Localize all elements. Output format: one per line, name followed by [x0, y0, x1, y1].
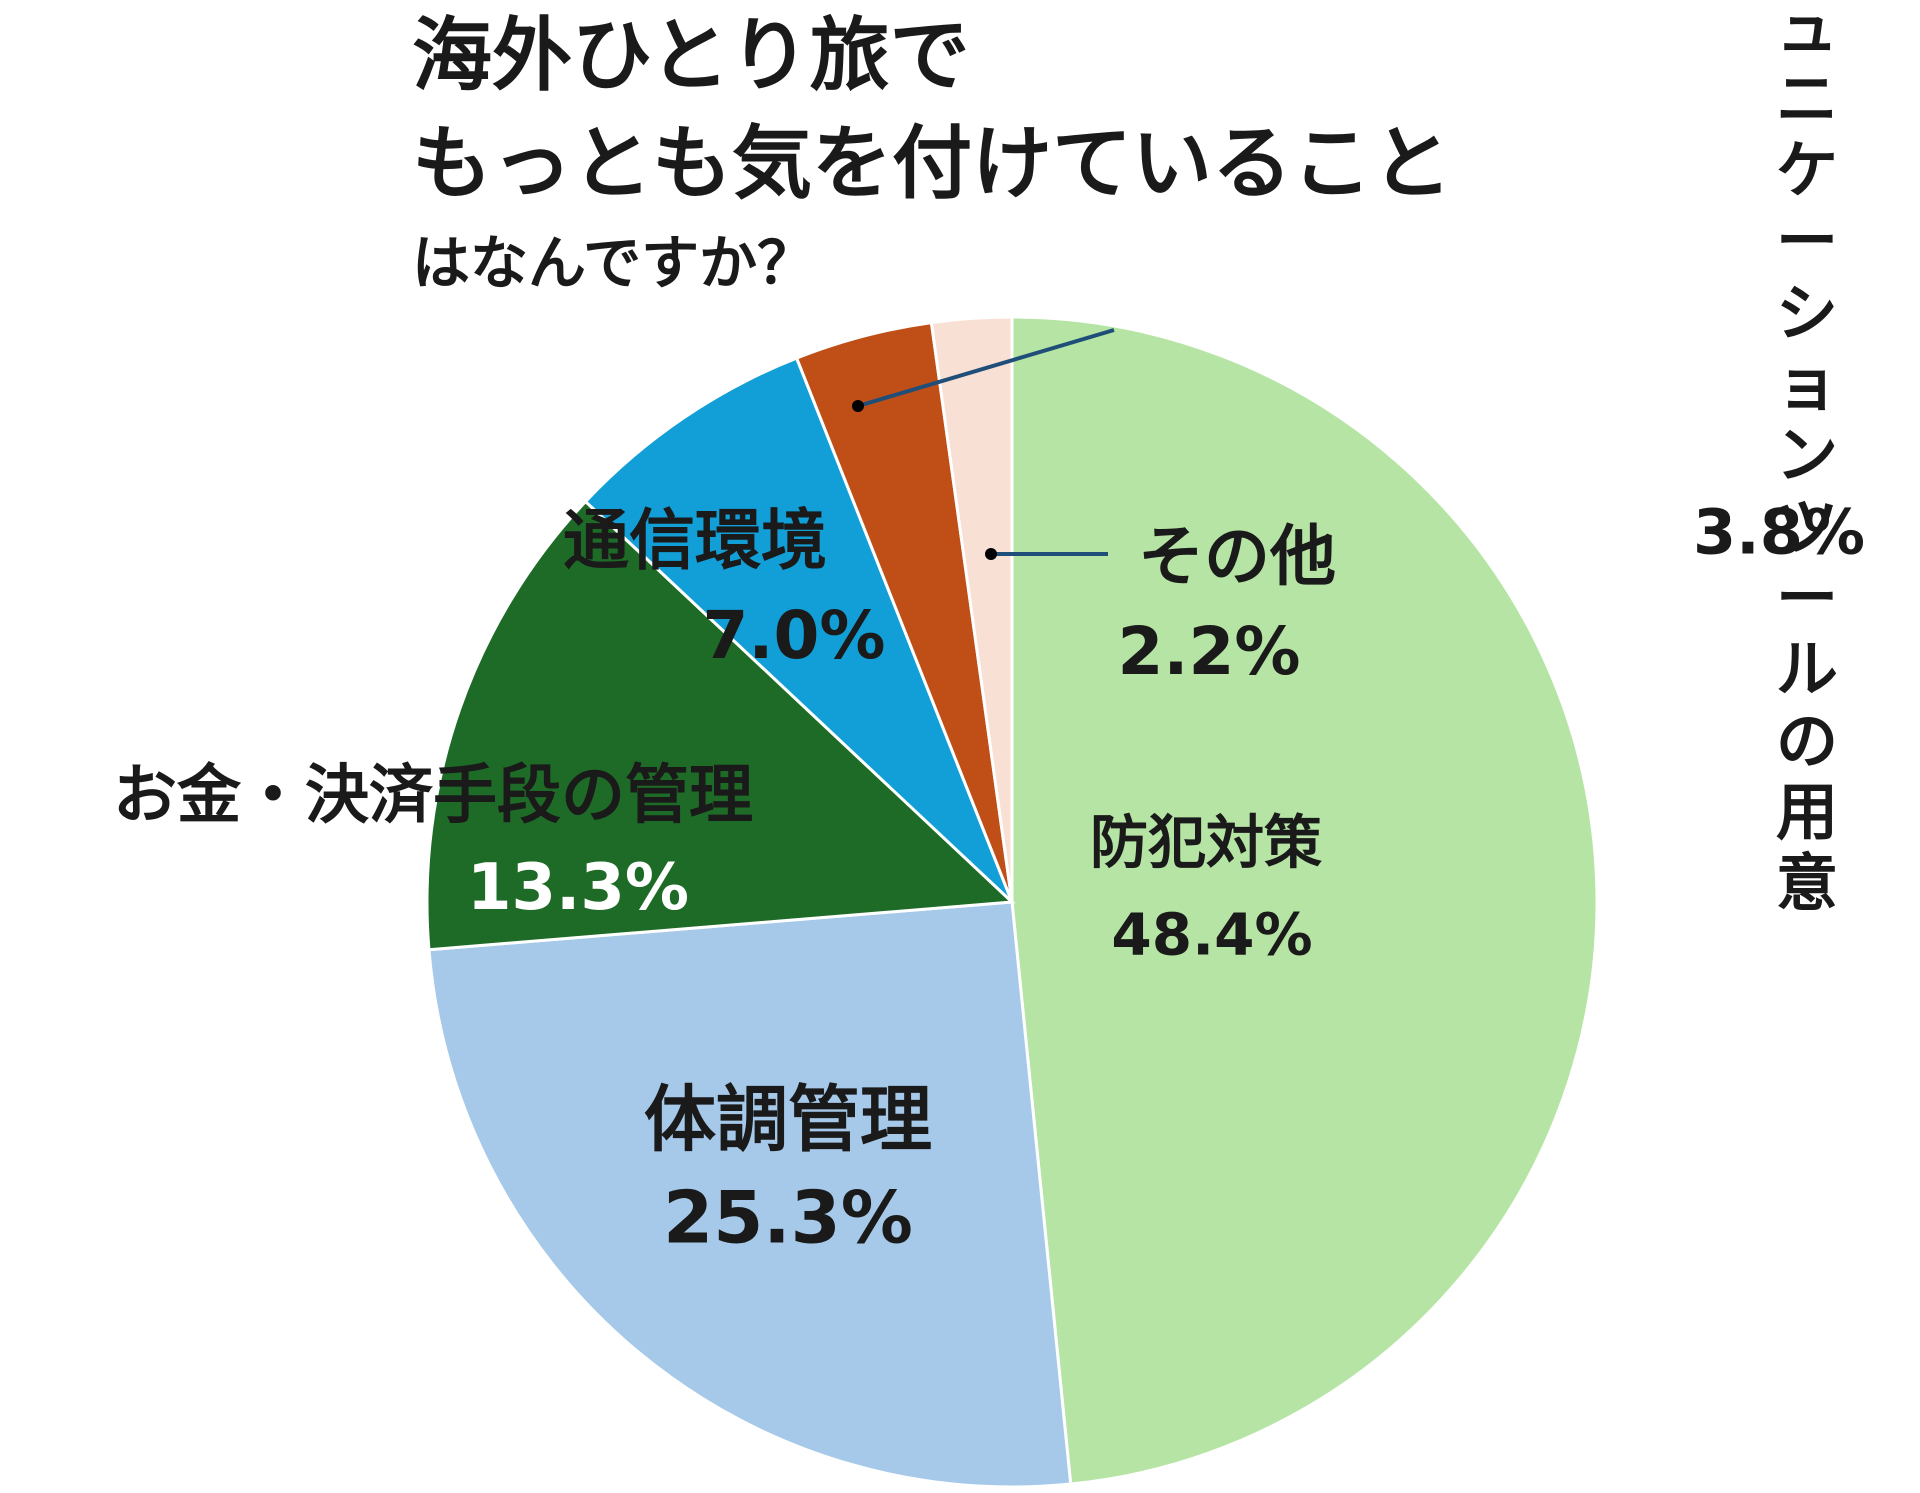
- category-label: 防犯対策: [1089, 808, 1323, 877]
- leader-dot: [852, 400, 864, 412]
- value-label: 25.3%: [663, 1175, 913, 1260]
- pie-slice: [425, 499, 1016, 952]
- chart-title: もっとも気を付けていること: [412, 117, 1452, 210]
- category-label: 通信環境: [563, 502, 827, 580]
- pie-slice: [929, 315, 1014, 903]
- value-label: 7.0%: [702, 597, 886, 675]
- chart-title: はなんですか？: [412, 229, 816, 297]
- pie-slice: [1010, 315, 1599, 1486]
- value-label: 2.2%: [1117, 613, 1301, 691]
- value-label: 48.4%: [1111, 900, 1313, 969]
- category-label: コミュニケーション ツールの用意: [1775, 0, 1838, 920]
- pie-slice: [583, 356, 1014, 904]
- chart-title: 海外ひとり旅で: [412, 9, 970, 102]
- leader-line: [857, 328, 1115, 408]
- value-label: 13.3%: [466, 851, 690, 926]
- category-label: 体調管理: [643, 1077, 933, 1162]
- value-label: 3.8%: [1693, 495, 1865, 569]
- category-label: その他: [1138, 518, 1336, 596]
- category-label: お金・決済手段の管理: [113, 759, 753, 834]
- pie-slice: [427, 900, 1073, 1489]
- leader-dot: [985, 548, 997, 560]
